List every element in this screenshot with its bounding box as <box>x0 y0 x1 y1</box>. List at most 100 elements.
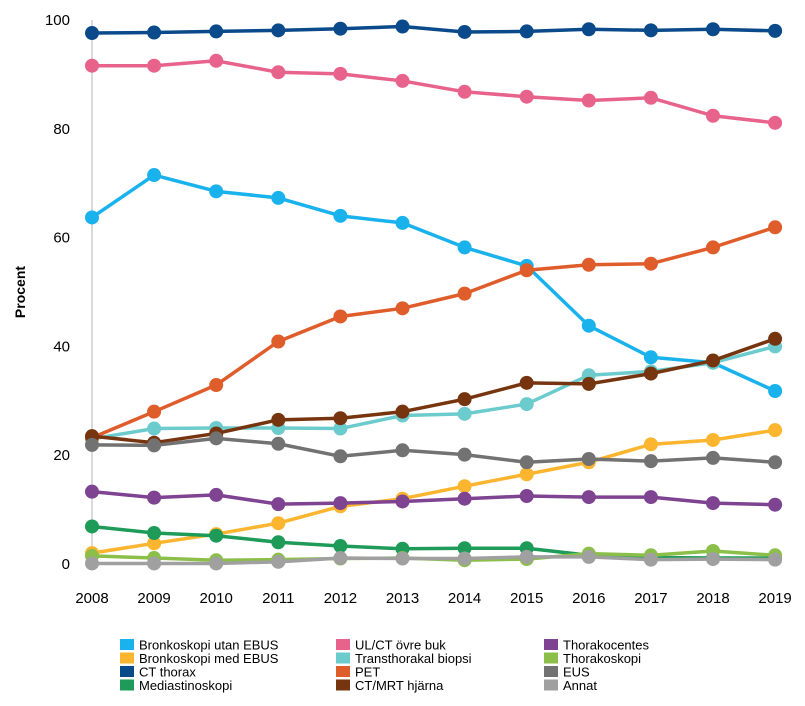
legend-label: CT/MRT hjärna <box>355 678 444 693</box>
legend-item: CT/MRT hjärna <box>336 678 444 693</box>
x-tick-label: 2011 <box>262 590 294 607</box>
data-point <box>333 449 348 464</box>
data-point <box>147 438 162 453</box>
data-point <box>519 455 534 470</box>
y-tick-label: 60 <box>53 230 70 247</box>
data-point <box>271 535 286 550</box>
series-0 <box>85 168 783 399</box>
x-tick-label: 2008 <box>75 590 108 607</box>
data-point <box>147 25 162 40</box>
data-point <box>706 496 720 511</box>
y-tick-label: 100 <box>45 12 70 29</box>
data-point <box>768 455 783 470</box>
data-point <box>147 421 162 436</box>
legend-label: Bronkoskopi med EBUS <box>139 651 279 666</box>
data-point <box>333 496 348 511</box>
data-point <box>581 318 596 333</box>
data-point <box>768 384 783 399</box>
legend-label: CT thorax <box>139 665 196 680</box>
data-point <box>147 556 162 571</box>
x-tick-label: 2010 <box>200 590 233 607</box>
data-point <box>457 240 472 255</box>
data-point <box>519 89 534 104</box>
legend-item: Transthorakal biopsi <box>336 651 472 666</box>
legend-label: Thorakoskopi <box>563 651 641 666</box>
data-point <box>581 257 596 272</box>
series-8 <box>85 484 783 512</box>
legend-item: Annat <box>544 678 597 693</box>
data-point <box>457 491 472 506</box>
legend-label: UL/CT övre buk <box>355 638 446 653</box>
data-point <box>457 447 472 462</box>
data-point <box>209 184 224 199</box>
data-point <box>85 484 99 499</box>
data-point <box>519 24 534 39</box>
data-point <box>519 375 534 390</box>
data-point <box>395 551 410 566</box>
x-tick-label: 2019 <box>758 590 791 607</box>
data-point <box>85 58 99 73</box>
data-point <box>768 115 783 130</box>
x-tick-label: 2012 <box>324 590 357 607</box>
data-point <box>333 21 348 36</box>
series-4 <box>85 53 783 130</box>
data-point <box>333 309 348 324</box>
data-point <box>457 541 472 556</box>
data-point <box>209 24 224 39</box>
y-tick-label: 80 <box>53 121 70 138</box>
data-point <box>581 490 596 505</box>
data-point <box>209 556 224 571</box>
x-tick-label: 2014 <box>448 590 481 607</box>
series-line <box>90 489 777 507</box>
series-line <box>90 59 777 125</box>
data-point <box>333 539 348 554</box>
data-point <box>333 551 348 566</box>
data-point <box>395 404 410 419</box>
data-point <box>395 73 410 88</box>
data-point <box>147 490 162 505</box>
data-point <box>147 536 162 551</box>
series-11 <box>85 549 783 571</box>
x-tick-label: 2017 <box>634 590 667 607</box>
data-point <box>643 350 658 365</box>
legend-item: Bronkoskopi utan EBUS <box>120 638 279 653</box>
data-point <box>457 392 472 407</box>
data-point <box>209 431 224 446</box>
data-point <box>768 23 783 38</box>
data-point <box>147 404 162 419</box>
data-point <box>85 437 99 452</box>
data-point <box>147 525 162 540</box>
data-point <box>768 220 783 235</box>
legend-swatch <box>544 639 558 650</box>
data-point <box>85 26 99 41</box>
legend-item: PET <box>336 665 380 680</box>
data-point <box>768 331 783 346</box>
legend-item: Mediastinoskopi <box>120 678 232 693</box>
series-7 <box>85 331 783 450</box>
legend-item: Thorakoskopi <box>544 651 641 666</box>
data-point <box>706 450 720 465</box>
data-point <box>581 93 596 108</box>
data-point <box>519 467 534 482</box>
data-point <box>333 66 348 81</box>
y-tick-label: 0 <box>62 556 70 573</box>
data-point <box>706 108 720 123</box>
data-point <box>85 519 99 534</box>
legend-swatch <box>120 652 134 664</box>
series-line <box>90 555 777 566</box>
data-point <box>706 353 720 368</box>
legend-item: UL/CT övre buk <box>336 638 446 653</box>
data-point <box>271 554 286 569</box>
legend-label: Bronkoskopi utan EBUS <box>139 638 279 653</box>
legend-swatch <box>336 652 350 664</box>
data-point <box>209 528 224 543</box>
data-point <box>519 489 534 503</box>
data-point <box>333 208 348 223</box>
series-line <box>90 524 777 560</box>
data-point <box>271 436 286 451</box>
legend-swatch <box>544 652 558 664</box>
data-point <box>209 487 224 502</box>
series-10 <box>85 431 783 470</box>
data-point <box>643 366 658 381</box>
data-point <box>643 490 658 505</box>
